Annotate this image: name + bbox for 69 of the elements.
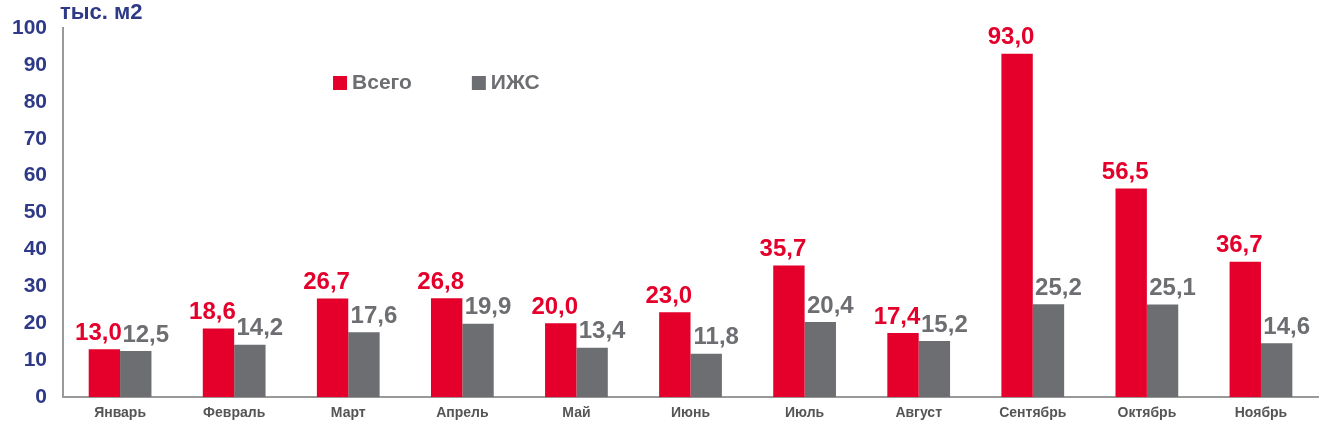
y-tick-label: 30 — [23, 273, 48, 297]
x-tick-label: Октябрь — [1117, 404, 1177, 421]
bar — [918, 341, 951, 398]
data-label: 36,7 — [1215, 230, 1263, 258]
data-label: 56,5 — [1101, 157, 1149, 185]
bar — [120, 351, 152, 398]
data-label: 20,4 — [806, 290, 855, 318]
bar — [1001, 53, 1033, 398]
x-tick-label: Январь — [94, 404, 147, 421]
data-label: 13,0 — [75, 317, 122, 345]
data-label: 26,8 — [417, 266, 465, 294]
y-tick-label: 100 — [11, 14, 48, 38]
x-tick-label: Февраль — [203, 404, 266, 421]
bar — [545, 323, 577, 398]
bar — [887, 332, 919, 398]
data-label: 18,6 — [189, 297, 236, 325]
data-label: 12,5 — [122, 319, 170, 347]
bar — [348, 332, 380, 398]
data-label: 13,4 — [578, 316, 627, 344]
bar — [576, 347, 608, 398]
data-label: 25,2 — [1035, 272, 1082, 300]
x-tick-label: Ноябрь — [1234, 404, 1288, 421]
data-label: 23,0 — [645, 280, 693, 308]
x-tick-label: Апрель — [436, 404, 489, 421]
y-tick-label: 70 — [23, 125, 48, 149]
y-tick-label: 50 — [23, 199, 48, 223]
data-label: 26,7 — [303, 267, 350, 295]
bar — [462, 323, 494, 398]
bar — [202, 328, 235, 398]
bar — [1032, 304, 1065, 398]
y-axis-title: тыс. м2 — [60, 0, 143, 25]
data-label: 20,0 — [531, 291, 579, 319]
bar — [1260, 343, 1293, 398]
bar — [659, 312, 691, 398]
data-label: 19,9 — [464, 292, 512, 320]
x-tick-label: Июнь — [670, 404, 711, 421]
y-tick-label: 40 — [23, 236, 48, 260]
data-label: 93,0 — [987, 22, 1035, 50]
x-tick-label: Март — [330, 404, 366, 421]
data-label: 15,2 — [921, 309, 968, 337]
bar — [1229, 261, 1261, 398]
data-label: 14,2 — [236, 313, 284, 341]
legend-label: Всего — [352, 69, 412, 93]
data-label: 11,8 — [693, 322, 739, 350]
data-label: 17,6 — [350, 300, 398, 328]
bar — [430, 298, 463, 398]
bar — [690, 353, 722, 398]
x-tick-label: Сентябрь — [999, 404, 1067, 421]
y-tick-label: 20 — [23, 310, 48, 334]
x-tick-label: Май — [562, 404, 591, 421]
bar — [88, 349, 121, 398]
bar — [804, 321, 836, 398]
y-tick-label: 90 — [23, 51, 48, 75]
data-label: 25,1 — [1149, 273, 1196, 301]
legend-label: ИЖС — [490, 69, 540, 93]
bar — [1146, 304, 1179, 398]
data-label: 17,4 — [873, 301, 922, 329]
y-tick-label: 60 — [23, 162, 48, 186]
bar — [316, 298, 349, 398]
x-tick-label: Август — [895, 404, 943, 421]
data-label: 14,6 — [1263, 311, 1310, 339]
bar — [1115, 188, 1147, 398]
y-tick-label: 0 — [35, 384, 48, 407]
y-tick-label: 80 — [23, 88, 48, 112]
x-tick-label: Июль — [785, 404, 825, 421]
bar — [234, 344, 266, 398]
y-tick-label: 10 — [23, 347, 48, 371]
bar — [773, 265, 805, 398]
data-label: 35,7 — [759, 234, 807, 262]
